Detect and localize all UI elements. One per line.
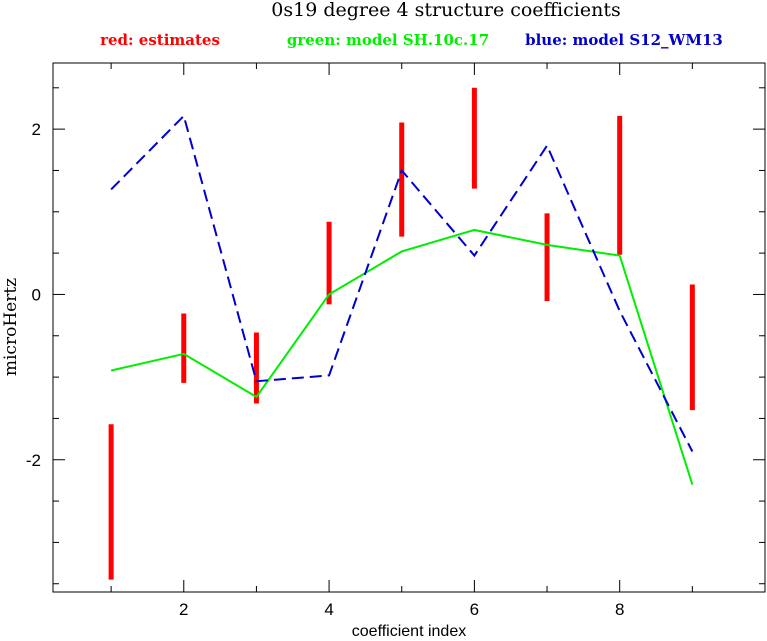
x-axis-label: coefficient index xyxy=(352,623,466,640)
x-tick-label: 6 xyxy=(470,600,479,619)
axis-ticks: 2 4 6 8 -2 0 2 xyxy=(26,63,766,619)
x-tick-label: 4 xyxy=(324,600,333,619)
chart-title: 0s19 degree 4 structure coefficients xyxy=(271,0,620,21)
legend-model-s12: blue: model S12_WM13 xyxy=(525,31,723,49)
model-sh-line xyxy=(110,228,694,485)
y-tick-label: 0 xyxy=(32,285,41,304)
plot-frame xyxy=(52,62,766,593)
x-tick-label: 8 xyxy=(615,600,624,619)
y-tick-label: 2 xyxy=(32,120,41,139)
y-tick-label: -2 xyxy=(26,451,41,470)
series-layer xyxy=(108,87,695,580)
model-s12-line xyxy=(110,113,694,452)
legend-model-sh: green: model SH.10c.17 xyxy=(287,31,489,49)
legend-estimates: red: estimates xyxy=(100,31,220,49)
x-tick-label: 2 xyxy=(179,600,188,619)
estimates-series xyxy=(108,87,695,580)
y-axis-label: microHertz xyxy=(1,278,21,376)
